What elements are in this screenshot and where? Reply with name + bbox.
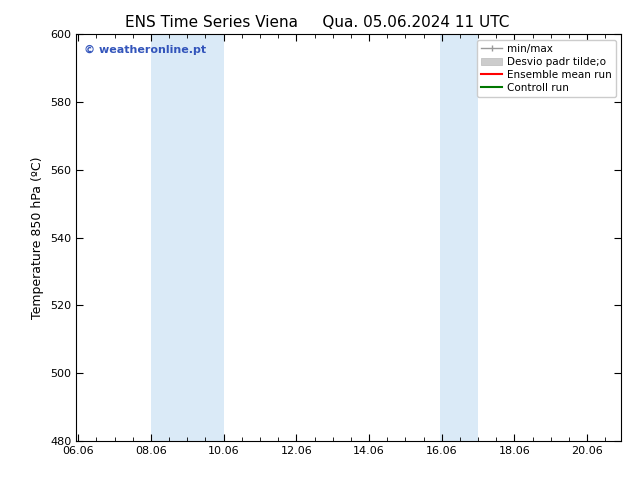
Text: ENS Time Series Viena     Qua. 05.06.2024 11 UTC: ENS Time Series Viena Qua. 05.06.2024 11…: [125, 15, 509, 30]
Bar: [151, 34, 224, 441]
Legend: min/max, Desvio padr tilde;o, Ensemble mean run, Controll run: min/max, Desvio padr tilde;o, Ensemble m…: [477, 40, 616, 97]
Text: © weatheronline.pt: © weatheronline.pt: [84, 45, 207, 54]
Bar: [439, 34, 478, 441]
Y-axis label: Temperature 850 hPa (ºC): Temperature 850 hPa (ºC): [32, 156, 44, 319]
